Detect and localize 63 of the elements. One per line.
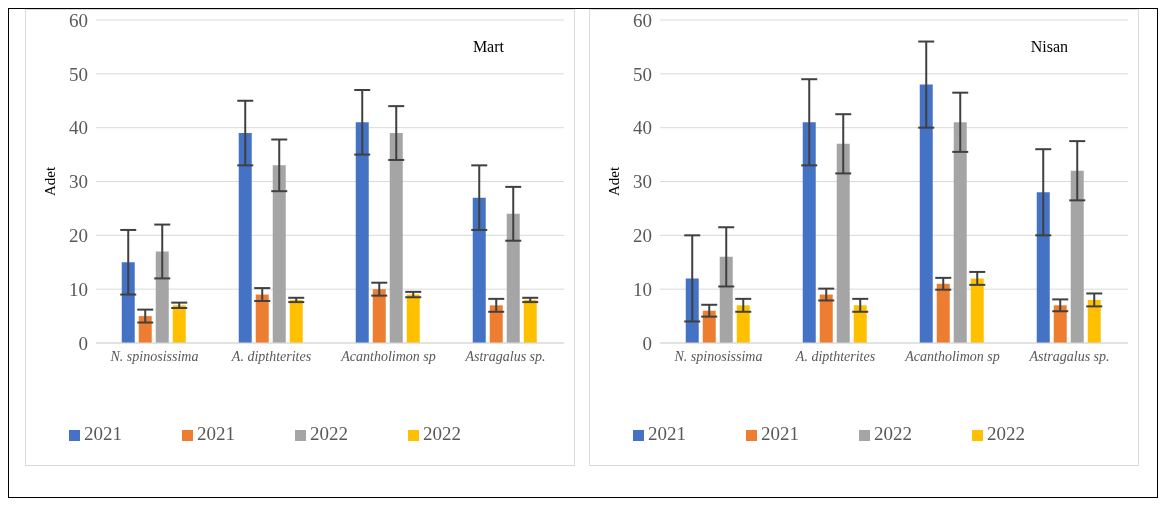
bar (1036, 192, 1050, 343)
y-tick-label: 60 (69, 9, 88, 31)
bar (970, 278, 984, 343)
bar (255, 294, 269, 343)
y-tick-label: 50 (69, 63, 88, 85)
legend-label: 2021 (84, 423, 122, 444)
y-tick-label: 60 (633, 9, 652, 31)
bar (172, 305, 186, 343)
legend-label: 2021 (761, 423, 799, 444)
bar (936, 283, 950, 343)
bar (506, 213, 520, 343)
x-tick-label: N. spinosissima (673, 348, 763, 364)
bar (155, 251, 169, 343)
y-tick-label: 30 (69, 171, 88, 193)
y-axis-title: Adet (42, 166, 59, 197)
bar (1070, 170, 1084, 343)
bar (1087, 299, 1101, 343)
legend-label: 2022 (423, 423, 461, 444)
text: Nisan (1030, 38, 1068, 56)
bar (489, 305, 503, 343)
bar (802, 122, 816, 343)
bar (121, 262, 135, 343)
y-tick-label: 40 (69, 117, 88, 139)
bar (406, 294, 420, 343)
y-tick-label: 30 (633, 171, 652, 193)
bar (919, 84, 933, 343)
legend-label: 2021 (648, 423, 686, 444)
bar (736, 305, 750, 343)
x-tick-label: Acantholimon sp (340, 348, 436, 364)
bar (372, 289, 386, 343)
x-tick-label: A. dipthterites (794, 348, 876, 364)
y-tick-label: 20 (633, 225, 652, 247)
x-tick-label: N. spinosissima (109, 348, 199, 364)
bar (238, 133, 252, 343)
x-tick-label: Astragalus sp. (464, 348, 546, 364)
text: Mart (472, 38, 504, 56)
x-tick-label: Acantholimon sp (904, 348, 1000, 364)
y-tick-label: 10 (69, 278, 88, 300)
bar (853, 305, 867, 343)
y-tick-label: 0 (642, 332, 652, 354)
bar (389, 133, 403, 343)
bar (719, 256, 733, 343)
bar (836, 143, 850, 343)
bar (819, 294, 833, 343)
y-tick-label: 0 (78, 332, 88, 354)
y-tick-label: 10 (633, 278, 652, 300)
legend-label: 2022 (874, 423, 912, 444)
bar (1053, 305, 1067, 343)
y-tick-label: 20 (69, 225, 88, 247)
bar (272, 165, 286, 343)
legend-label: 2021 (197, 423, 235, 444)
y-tick-label: 40 (633, 117, 652, 139)
bar (355, 122, 369, 343)
y-axis-title: Adet (606, 166, 623, 197)
legend-label: 2022 (310, 423, 348, 444)
y-tick-label: 50 (633, 63, 652, 85)
x-tick-label: A. dipthterites (230, 348, 312, 364)
x-tick-label: Astragalus sp. (1028, 348, 1110, 364)
bar (472, 197, 486, 343)
bar (289, 299, 303, 343)
legend-label: 2022 (987, 423, 1025, 444)
bar (953, 122, 967, 343)
bar (523, 299, 537, 343)
